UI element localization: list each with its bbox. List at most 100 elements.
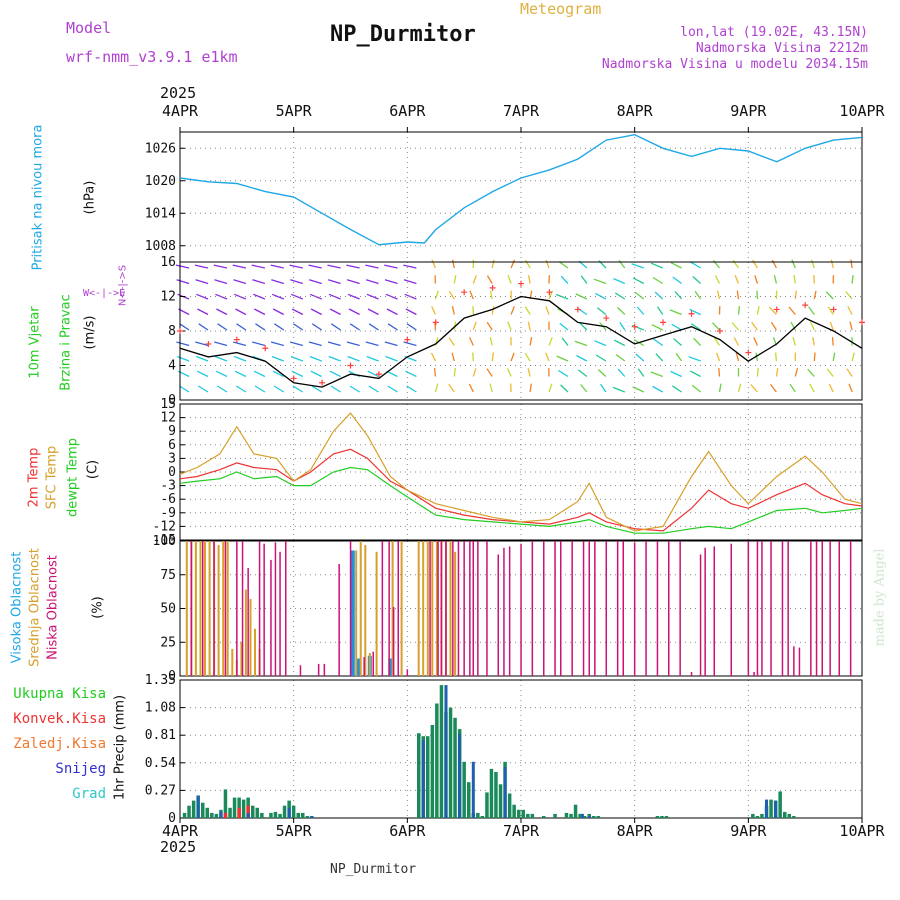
y-tick-label: 0.81	[145, 728, 176, 743]
wind-arrow	[689, 370, 701, 378]
wind-arrow	[556, 355, 569, 362]
wind-arrow	[713, 337, 721, 346]
y-tick-label: 25	[160, 635, 176, 650]
wind-arrow	[195, 355, 209, 362]
x-tick-label-top: 9APR	[730, 102, 767, 120]
wind-arrow	[576, 354, 588, 362]
wind-arrow	[561, 337, 569, 346]
station-lonlat: lon,lat (19.02E, 43.15N)	[680, 25, 868, 40]
wind-arrow	[655, 353, 664, 362]
x-tick-label-top: 8APR	[617, 102, 654, 120]
wind-arrow	[810, 259, 815, 269]
cloud-low-bar	[279, 551, 281, 676]
wind-arrow	[214, 355, 228, 362]
cloud-low-bar	[363, 657, 365, 676]
wind-arrow	[794, 290, 797, 300]
wind-arrow	[812, 336, 815, 346]
wind-arrow	[675, 352, 683, 362]
cloud-label-low: Niska Oblacnost	[45, 555, 61, 660]
wind-arrow	[775, 367, 779, 377]
cloud-low-bar	[323, 663, 326, 676]
wind-arrow	[215, 370, 228, 378]
wind-arrow	[430, 352, 436, 362]
wind-arrow	[330, 385, 341, 393]
wind-arrow	[253, 370, 266, 378]
precip-total-bar	[498, 784, 503, 818]
wind-arrow	[529, 383, 532, 393]
wind-unit: (m/s)	[82, 315, 98, 350]
wind-arrow	[311, 385, 323, 393]
wind-gust-marker	[603, 315, 610, 322]
wind-arrow	[251, 264, 266, 269]
wind-arrow	[788, 306, 796, 315]
wind-arrow	[656, 306, 664, 315]
x-tick-label-top: 10APR	[839, 102, 885, 120]
wind-arrow	[310, 308, 322, 316]
footer-station: NP_Durmitor	[330, 862, 417, 877]
wind-arrow	[634, 291, 645, 300]
wind-arrow	[176, 279, 190, 285]
precip-total-bar	[241, 799, 246, 818]
precip-snow-bar	[246, 812, 250, 818]
wind-arrow	[524, 259, 531, 269]
wind-arrow	[768, 306, 777, 315]
precip-total-bar	[205, 807, 209, 818]
chart-title: NP_Durmitor	[330, 22, 476, 47]
cloud-low-bar	[815, 541, 818, 676]
precip-snow-bar	[580, 813, 584, 818]
x-tick-label-bottom: 6APR	[389, 822, 426, 840]
wind-gust-marker	[859, 319, 865, 326]
wind-arrow	[469, 337, 474, 346]
cloud-low-bar	[429, 541, 431, 676]
wind-arrow	[403, 279, 417, 285]
y-tick-label: 1.08	[145, 701, 176, 716]
wind-arrow	[594, 340, 607, 347]
wind-arrow	[691, 384, 702, 393]
wind-arrow	[506, 368, 512, 377]
wind-arrow	[794, 368, 799, 377]
wind-arrow	[712, 322, 720, 331]
temp-unit: (C)	[85, 459, 101, 480]
wind-arrow	[233, 355, 247, 362]
wind-arrow	[688, 356, 701, 362]
precip-snow-bar	[774, 800, 778, 818]
wind-arrow	[616, 306, 626, 315]
wind-arrow	[617, 368, 626, 377]
cloud-low-bar	[690, 672, 693, 676]
wind-arrow	[848, 383, 853, 393]
cloud-high-bar	[356, 658, 361, 676]
cloud-low-bar	[299, 665, 302, 676]
cloud-low-bar	[594, 541, 596, 676]
wind-arrow	[387, 323, 398, 331]
cloud-mid-bar	[244, 589, 247, 676]
precip-total-bar	[655, 816, 660, 818]
wind-arrow	[691, 323, 701, 331]
cloud-low-bar	[437, 541, 439, 676]
wind-arrow	[692, 276, 702, 284]
cloud-low-bar	[381, 541, 384, 676]
wind-arrow	[613, 278, 626, 285]
wind-arrow	[789, 383, 796, 393]
cloud-low-bar	[224, 541, 227, 676]
cloud-low-bar	[317, 663, 320, 676]
wind-arrow	[769, 384, 777, 393]
wind-arrow	[448, 337, 455, 346]
cloud-low-bar	[554, 541, 556, 676]
precip-total-bar	[592, 816, 596, 818]
cloud-low-bar	[531, 541, 534, 676]
wind-arrow	[328, 293, 341, 300]
precip-total-bar	[578, 813, 582, 818]
wind-arrow	[254, 385, 266, 393]
cloud-mid-bar	[231, 649, 234, 676]
cloud-low-bar	[747, 541, 750, 676]
wind-gust-marker	[205, 340, 212, 347]
wind-arrow	[527, 368, 531, 377]
wind-arrow	[524, 352, 531, 362]
cloud-low-bar	[588, 541, 590, 676]
wind-arrow	[236, 323, 247, 331]
wind-arrow	[752, 259, 758, 269]
precip-total-bar	[660, 816, 664, 818]
y-tick-label: 0.27	[145, 783, 176, 798]
x-tick-label-bottom: 5APR	[276, 822, 313, 840]
temp-label-dewpt: dewpt Temp	[65, 438, 81, 518]
